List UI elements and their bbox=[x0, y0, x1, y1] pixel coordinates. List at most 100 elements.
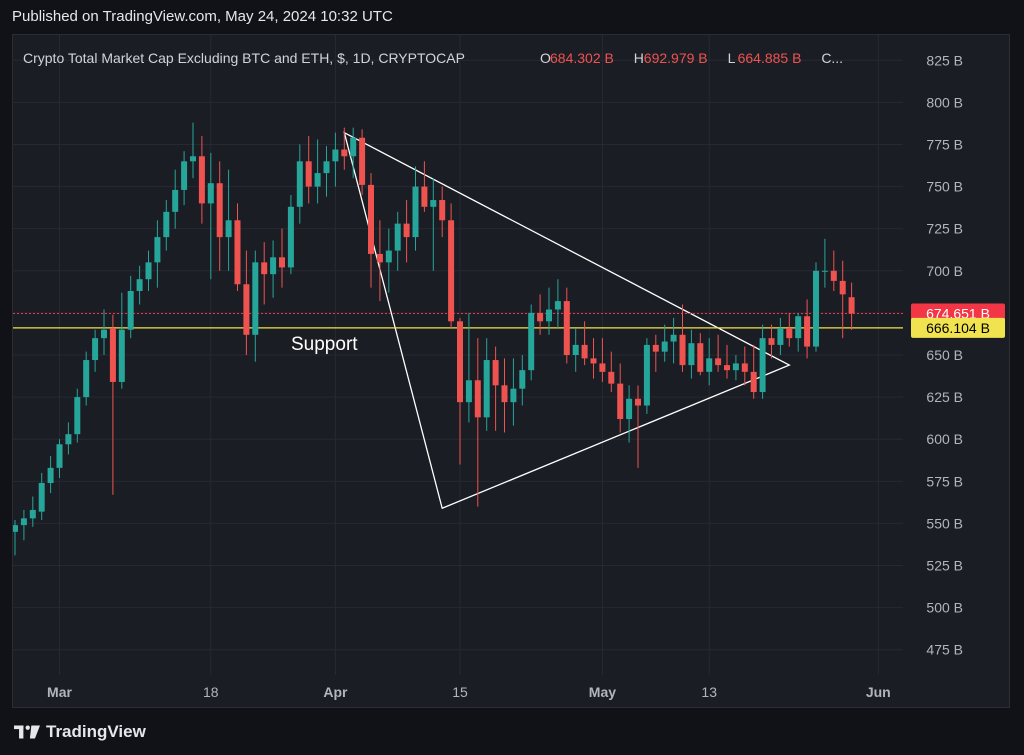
candle bbox=[528, 304, 535, 381]
candle bbox=[821, 238, 828, 288]
candle bbox=[56, 439, 63, 478]
candle bbox=[635, 385, 641, 468]
candle-body bbox=[599, 363, 606, 372]
candle-body bbox=[554, 301, 561, 310]
candle-body bbox=[127, 291, 134, 330]
x-tick-label: 18 bbox=[203, 684, 219, 700]
candle bbox=[412, 166, 419, 251]
y-tick-label: 650 B bbox=[926, 347, 963, 363]
candle-body bbox=[225, 220, 232, 238]
candle bbox=[207, 152, 214, 280]
candle-body bbox=[706, 358, 713, 372]
candle bbox=[679, 304, 686, 372]
candle bbox=[38, 472, 45, 521]
candle-body bbox=[305, 161, 312, 187]
published-caption: Published on TradingView.com, May 24, 20… bbox=[12, 8, 393, 25]
candle-body bbox=[439, 200, 446, 221]
candle-body bbox=[29, 509, 36, 519]
candle-body bbox=[65, 434, 72, 445]
candle bbox=[750, 344, 757, 399]
candle-body bbox=[465, 380, 472, 403]
candle bbox=[190, 122, 196, 179]
candle bbox=[332, 132, 339, 187]
candle bbox=[421, 161, 428, 212]
footer-brand[interactable]: TradingView bbox=[14, 722, 146, 742]
candle bbox=[768, 324, 775, 359]
candle-body bbox=[376, 253, 383, 263]
candle bbox=[608, 351, 615, 393]
candle bbox=[661, 324, 668, 362]
candle-body bbox=[830, 270, 837, 281]
candle bbox=[376, 220, 383, 302]
x-tick-label: Jun bbox=[866, 684, 891, 700]
y-tick-label: 500 B bbox=[926, 600, 963, 616]
chart-panel[interactable]: Support 475 B 500 B 525 B 550 B 575 B 600 B 62… bbox=[12, 34, 1010, 708]
candle bbox=[643, 338, 650, 414]
candle bbox=[599, 338, 606, 382]
candle-body bbox=[198, 156, 205, 204]
candle-body bbox=[101, 329, 107, 339]
candle bbox=[732, 355, 739, 381]
candle bbox=[839, 260, 846, 339]
candle bbox=[225, 169, 232, 271]
candle-body bbox=[74, 397, 81, 435]
candle-body bbox=[172, 189, 179, 212]
candle-body bbox=[670, 334, 677, 342]
ohlc-value: 664.885 B bbox=[738, 50, 802, 66]
candle bbox=[465, 312, 472, 423]
candle-body bbox=[83, 360, 90, 398]
candle-body bbox=[839, 280, 846, 295]
candle bbox=[74, 388, 81, 443]
candle bbox=[759, 324, 766, 399]
candle-body bbox=[332, 149, 339, 162]
candle bbox=[83, 351, 90, 406]
candle bbox=[741, 346, 748, 386]
candle bbox=[341, 127, 348, 170]
candle-body bbox=[145, 262, 152, 280]
candle bbox=[252, 250, 259, 362]
candle-body bbox=[519, 370, 526, 389]
candle-body bbox=[448, 220, 455, 322]
candle-body bbox=[750, 371, 757, 393]
candle bbox=[546, 287, 552, 335]
candle-body bbox=[590, 358, 597, 364]
candle bbox=[777, 317, 784, 355]
candle-body bbox=[643, 344, 650, 406]
candle-body bbox=[724, 365, 730, 371]
candle bbox=[715, 334, 722, 372]
candlestick-chart[interactable]: Support 475 B 500 B 525 B 550 B 575 B 600 B 62… bbox=[13, 35, 1009, 707]
candle-body bbox=[190, 156, 196, 162]
candle bbox=[652, 334, 659, 372]
candle-body bbox=[38, 483, 45, 512]
candle-body bbox=[715, 358, 722, 366]
candle bbox=[804, 299, 811, 359]
candle-body bbox=[501, 385, 508, 403]
candle bbox=[261, 242, 268, 305]
candle bbox=[127, 275, 134, 339]
candle-body bbox=[136, 279, 143, 291]
candle-body bbox=[804, 316, 811, 347]
support-label: Support bbox=[291, 334, 358, 355]
candle-body bbox=[163, 211, 170, 238]
price-label-text: 666.104 B bbox=[926, 320, 990, 336]
candle bbox=[172, 169, 179, 229]
ohlc-key: O bbox=[540, 50, 551, 66]
x-tick-label: May bbox=[589, 684, 616, 700]
candle-body bbox=[56, 444, 63, 468]
candle-body bbox=[795, 316, 802, 339]
candle bbox=[270, 240, 277, 298]
price-label-text: 674.651 B bbox=[926, 305, 990, 321]
candle bbox=[813, 262, 819, 352]
candle bbox=[519, 355, 526, 406]
candle bbox=[510, 358, 517, 426]
y-tick-label: 725 B bbox=[926, 221, 963, 237]
candle-body bbox=[768, 338, 775, 345]
candle-body bbox=[777, 328, 784, 345]
candle-body bbox=[786, 328, 793, 339]
candle bbox=[537, 294, 544, 335]
triangle-pattern bbox=[343, 131, 791, 510]
candle-body bbox=[741, 363, 748, 372]
candle bbox=[786, 312, 793, 347]
candle-body bbox=[279, 257, 285, 268]
candle-body bbox=[20, 518, 27, 526]
